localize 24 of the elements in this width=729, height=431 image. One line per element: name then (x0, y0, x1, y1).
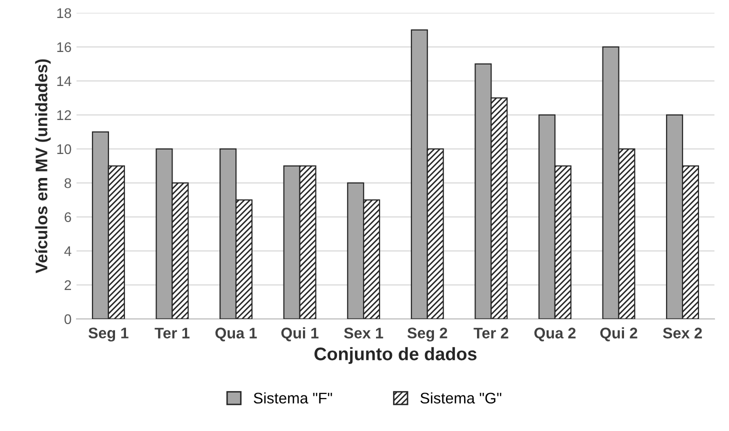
y-tick-label: 0 (64, 314, 72, 324)
x-tick-label: Ter 2 (474, 328, 508, 338)
x-tick-label: Seg 2 (407, 328, 448, 342)
x-tick-label: Sex 2 (663, 328, 702, 338)
y-tick-label: 10 (57, 144, 72, 154)
y-tick-label: 12 (57, 110, 71, 120)
y-axis-title: Veículos em MV (unidades) (35, 59, 51, 274)
x-tick-label: Sex 1 (344, 328, 384, 338)
x-tick-label: Ter 1 (154, 328, 190, 338)
y-tick-label: 6 (64, 212, 72, 222)
x-tick-label: Qua 2 (534, 328, 576, 342)
y-tick-label: 2 (64, 280, 71, 290)
legend-label: Sistema "G" (420, 392, 502, 404)
x-tick-label: Qui 2 (600, 327, 638, 342)
y-tick-label: 16 (57, 42, 72, 52)
x-tick-label: Qua 1 (215, 328, 257, 342)
x-tick-label: Seg 1 (88, 328, 128, 342)
y-tick-label: 14 (57, 76, 72, 86)
y-tick-label: 4 (64, 246, 72, 256)
x-tick-label: Qui 1 (281, 327, 318, 342)
y-tick-label: 8 (64, 178, 72, 188)
y-tick-label: 18 (57, 8, 72, 18)
legend-label: Sistema "F" (254, 392, 332, 404)
x-axis-title: Conjunto de dados (314, 347, 476, 364)
